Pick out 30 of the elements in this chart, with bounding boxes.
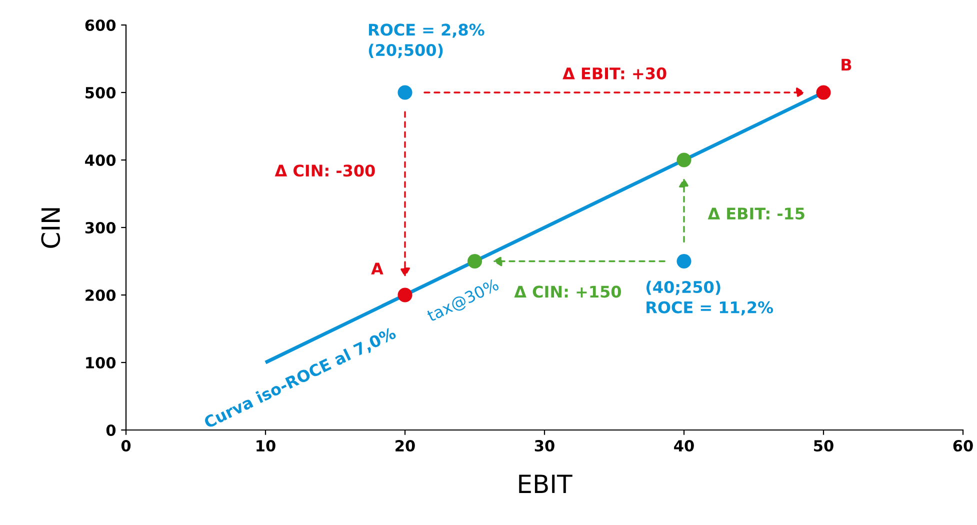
point — [676, 152, 692, 168]
annotation: Δ EBIT: -15 — [708, 208, 804, 220]
y-axis-title: CIN — [41, 208, 60, 248]
x-tick-label: 20 — [396, 440, 415, 452]
annotation: Δ EBIT: +30 — [562, 67, 666, 80]
y-tick-label: 100 — [86, 356, 116, 369]
annotation: A — [371, 262, 384, 274]
annotation: B — [842, 58, 852, 71]
point — [398, 288, 412, 302]
y-tick-label: 0 — [106, 424, 116, 436]
x-tick-label: 0 — [121, 440, 131, 452]
y-tick-label: 200 — [86, 289, 116, 302]
x-tick-label: 40 — [674, 440, 694, 452]
annotation: ROCE = 2,8% (20;500) — [368, 24, 484, 58]
y-tick-label: 500 — [86, 86, 116, 99]
annotation: (40;250) ROCE = 11,2% — [646, 280, 774, 316]
x-tick-label: 10 — [256, 440, 276, 452]
x-tick-label: 60 — [953, 440, 973, 452]
point — [398, 85, 412, 100]
x-tick-label: 50 — [814, 440, 834, 452]
y-tick-label: 300 — [85, 222, 116, 234]
point — [816, 85, 831, 100]
point — [676, 254, 692, 269]
annotation: Δ CIN: -300 — [274, 164, 375, 177]
point — [467, 254, 482, 269]
x-axis-title: EBIT — [519, 474, 572, 493]
y-tick-label: 600 — [85, 19, 116, 32]
annotation: Δ CIN: +150 — [514, 286, 621, 298]
x-tick-label: 30 — [534, 440, 554, 452]
y-tick-label: 400 — [85, 154, 116, 166]
